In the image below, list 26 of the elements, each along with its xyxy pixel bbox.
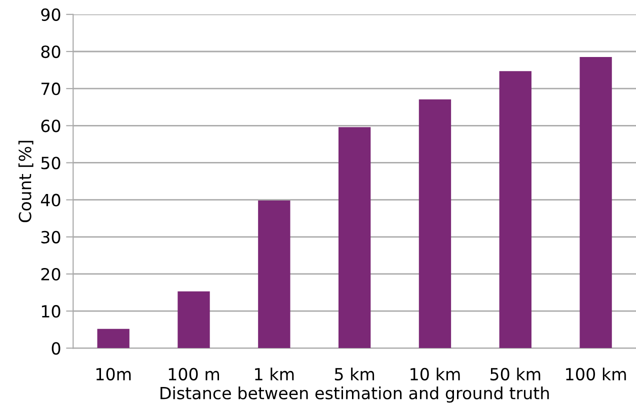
x-tick-label: 10m [96, 368, 131, 380]
y-tick-label: 10 [42, 305, 60, 318]
bar [338, 127, 371, 348]
x-tick-label: 5 km [334, 368, 374, 380]
y-axis-title: Count [%] [18, 140, 34, 222]
bar [418, 99, 452, 348]
y-tick-label: 80 [41, 45, 60, 58]
y-tick-label: 70 [41, 82, 60, 96]
y-tick-label: 60 [41, 120, 60, 132]
x-axis-title: Distance between estimation and ground truth [160, 386, 549, 403]
x-tick-label: 1 km [255, 368, 294, 380]
y-tick-label: 20 [41, 268, 60, 281]
y-tick-label: 50 [41, 156, 60, 170]
x-tick-label: 100 km [566, 368, 626, 380]
bar [580, 57, 612, 348]
x-tick-label: 10 km [410, 368, 460, 380]
y-tick-label: 0 [52, 342, 60, 355]
bar [97, 328, 130, 348]
bar [178, 291, 210, 348]
y-tick-label: 90 [41, 8, 60, 21]
x-tick-label: 100 m [168, 368, 220, 380]
y-tick-label: 30 [41, 230, 60, 244]
bar [258, 200, 290, 348]
y-tick-label: 40 [40, 194, 60, 206]
bar [499, 71, 532, 348]
x-tick-label: 50 km [490, 368, 540, 380]
